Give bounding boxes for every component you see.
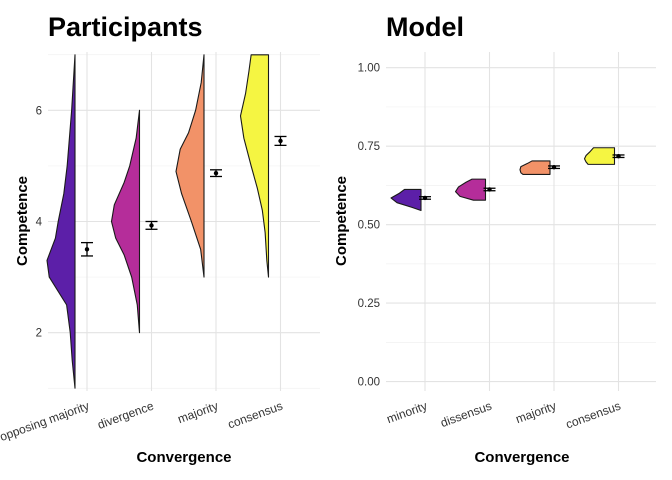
- y-tick-label: 2: [36, 328, 42, 340]
- mean-point-opposing-majority: [84, 247, 90, 252]
- participants-category-label-consensus: consensus: [226, 399, 285, 432]
- participants-x-axis-title: Convergence: [136, 449, 231, 466]
- y-tick-label: 0.25: [358, 298, 380, 310]
- y-tick-label: 1.00: [358, 63, 380, 75]
- participants-category-label-divergence: divergence: [96, 399, 156, 432]
- model-y-axis-title: Competence: [333, 176, 350, 266]
- participants-y-axis-title: Competence: [14, 176, 31, 266]
- mean-point-divergence: [149, 223, 154, 228]
- model-category-label-minority: minority: [385, 399, 429, 427]
- y-tick-label: 6: [36, 105, 42, 117]
- violin-consensus: [239, 54, 270, 278]
- violin-majority: [175, 54, 205, 278]
- mean-point-majority: [551, 164, 557, 170]
- participants-title: Participants: [48, 12, 203, 42]
- participants-category-label-majority: majority: [176, 399, 220, 427]
- mean-point-majority: [213, 170, 219, 176]
- violin-majority: [519, 160, 551, 175]
- y-tick-label: 0.00: [358, 377, 380, 389]
- mean-point-minority: [422, 195, 428, 201]
- y-tick-label: 4: [36, 217, 43, 229]
- model-title: Model: [386, 12, 464, 42]
- violin-opposing-majority: [46, 54, 76, 389]
- violin-divergence: [110, 109, 141, 334]
- mean-point-dissensus: [487, 187, 492, 192]
- participants-panel: 2 4 6 opposing majority divergence majority c…: [0, 12, 320, 466]
- violin-dissensus: [454, 178, 487, 201]
- mean-point-consensus: [278, 138, 283, 144]
- model-panel: 0.00 0.25 0.50 0.75 1.00 minority dissensus ma…: [333, 12, 656, 466]
- violin-consensus: [583, 147, 616, 165]
- mean-point-consensus: [616, 154, 621, 159]
- violin-minority: [390, 188, 422, 212]
- model-category-label-majority: majority: [514, 399, 558, 427]
- participants-category-label-opposing-majority: opposing majority: [0, 399, 91, 444]
- model-category-label-consensus: consensus: [564, 399, 623, 432]
- model-category-label-dissensus: dissensus: [439, 399, 494, 430]
- y-tick-label: 0.75: [358, 141, 380, 153]
- y-tick-label: 0.50: [358, 220, 380, 232]
- model-x-axis-title: Convergence: [474, 449, 569, 466]
